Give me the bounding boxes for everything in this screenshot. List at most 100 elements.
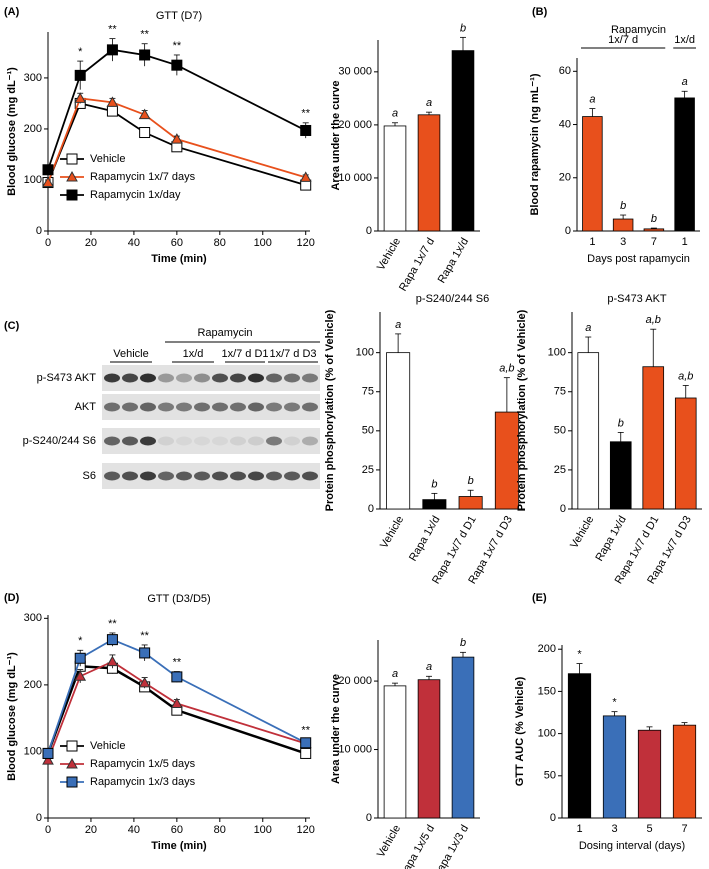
bar (383, 685, 407, 819)
blot-band (284, 471, 300, 481)
blot-band (248, 471, 264, 481)
legend-marker (66, 757, 78, 769)
legend-marker (66, 776, 78, 788)
blot-band (212, 373, 228, 383)
blot-group-label: 1x/7 d D1 (221, 348, 268, 360)
chart-title: p-S473 AKT (607, 293, 667, 305)
significance-label: a (585, 322, 591, 334)
blot-band (122, 373, 138, 383)
annotation: ** (173, 656, 182, 668)
marker (42, 754, 54, 765)
y-tick-label: 0 (366, 812, 372, 824)
marker (139, 127, 151, 139)
significance-label: * (612, 697, 617, 709)
series-line (47, 48, 307, 171)
marker (106, 655, 119, 667)
blot-band (302, 471, 318, 481)
blot-band (212, 471, 228, 481)
x-tick-label: 1 (589, 236, 595, 248)
blot-band (176, 402, 192, 412)
blot-band (140, 402, 156, 412)
marker (74, 69, 86, 81)
annotation: ** (173, 40, 182, 52)
blot-band (266, 436, 282, 446)
marker (106, 634, 118, 646)
blot-band (176, 436, 192, 446)
y-tick-label: 20 (559, 172, 571, 184)
bar (612, 218, 634, 232)
series-line (47, 660, 306, 761)
chart-title: GTT (D7) (156, 10, 202, 22)
x-tick-label: 100 (254, 237, 272, 249)
x-tick-label: Rapa 1x/7 d (397, 236, 437, 293)
blot-band (194, 402, 210, 412)
x-tick-label: 40 (128, 237, 140, 249)
blot-band (158, 373, 174, 383)
blot-band (104, 436, 120, 446)
blot-band (158, 436, 174, 446)
y-tick-label: 100 (548, 347, 566, 359)
legend-marker (66, 153, 78, 165)
blot-row-label: AKT (75, 401, 97, 413)
y-tick-label: 10 000 (338, 743, 372, 755)
bar (674, 397, 697, 510)
marker (42, 747, 54, 759)
panel-label: (A) (4, 6, 20, 18)
x-axis-label: Time (min) (151, 840, 207, 852)
y-axis-label: Blood glucose (mg dL⁻¹) (6, 67, 18, 196)
x-tick-label: 80 (214, 824, 226, 836)
marker (42, 164, 54, 176)
legend-label: Rapamycin 1x/3 days (90, 776, 196, 788)
annotation: * (78, 46, 83, 58)
chart-title: Rapamycin (611, 24, 666, 36)
bar (451, 50, 475, 232)
y-tick-label: 300 (24, 612, 42, 624)
y-axis-label: Area under the curve (330, 674, 342, 784)
chart-title: p-S240/244 S6 (416, 293, 489, 305)
bar (417, 679, 441, 819)
y-axis-label: Blood glucose (mg dL⁻¹) (6, 652, 18, 781)
y-tick-label: 200 (24, 679, 42, 691)
y-tick-label: 100 (356, 347, 374, 359)
bar (451, 656, 475, 819)
x-tick-label: Rapa 1x/d (407, 514, 442, 563)
y-tick-label: 20 000 (338, 675, 372, 687)
bar (602, 715, 627, 819)
blot-band (140, 373, 156, 383)
marker (138, 108, 151, 120)
y-tick-label: 50 (362, 425, 374, 437)
y-tick-label: 50 (554, 425, 566, 437)
marker (74, 670, 87, 681)
group-label: 1x/7 d (608, 34, 638, 46)
blot-band (140, 471, 156, 481)
significance-label: b (460, 22, 466, 34)
y-tick-label: 100 (24, 745, 42, 757)
blot-group-label: 1x/d (183, 348, 204, 360)
blot-row-label: S6 (83, 470, 96, 482)
blot-row-label: p-S473 AKT (37, 372, 97, 384)
x-tick-label: 60 (171, 237, 183, 249)
legend-label: Rapamycin 1x/7 days (90, 171, 196, 183)
blot-band (302, 373, 318, 383)
y-tick-label: 150 (538, 685, 556, 697)
marker (171, 133, 183, 144)
blot-strip (102, 463, 320, 489)
y-tick-label: 40 (559, 118, 571, 130)
y-tick-label: 50 (544, 770, 556, 782)
y-tick-label: 100 (24, 174, 42, 186)
annotation: ** (140, 29, 149, 41)
significance-label: b (618, 417, 624, 429)
blot-band (212, 436, 228, 446)
x-tick-label: 3 (620, 236, 626, 248)
significance-label: a,b (678, 370, 693, 382)
annotation: ** (140, 630, 149, 642)
marker (171, 671, 183, 683)
blot-band (266, 373, 282, 383)
y-tick-label: 100 (538, 728, 556, 740)
x-tick-label: Rapa 1x/d (593, 514, 628, 563)
blot-band (230, 373, 246, 383)
significance-label: a (392, 108, 398, 120)
blot-group-label: 1x/7 d D3 (269, 348, 316, 360)
marker (74, 652, 86, 664)
blot-band (230, 402, 246, 412)
